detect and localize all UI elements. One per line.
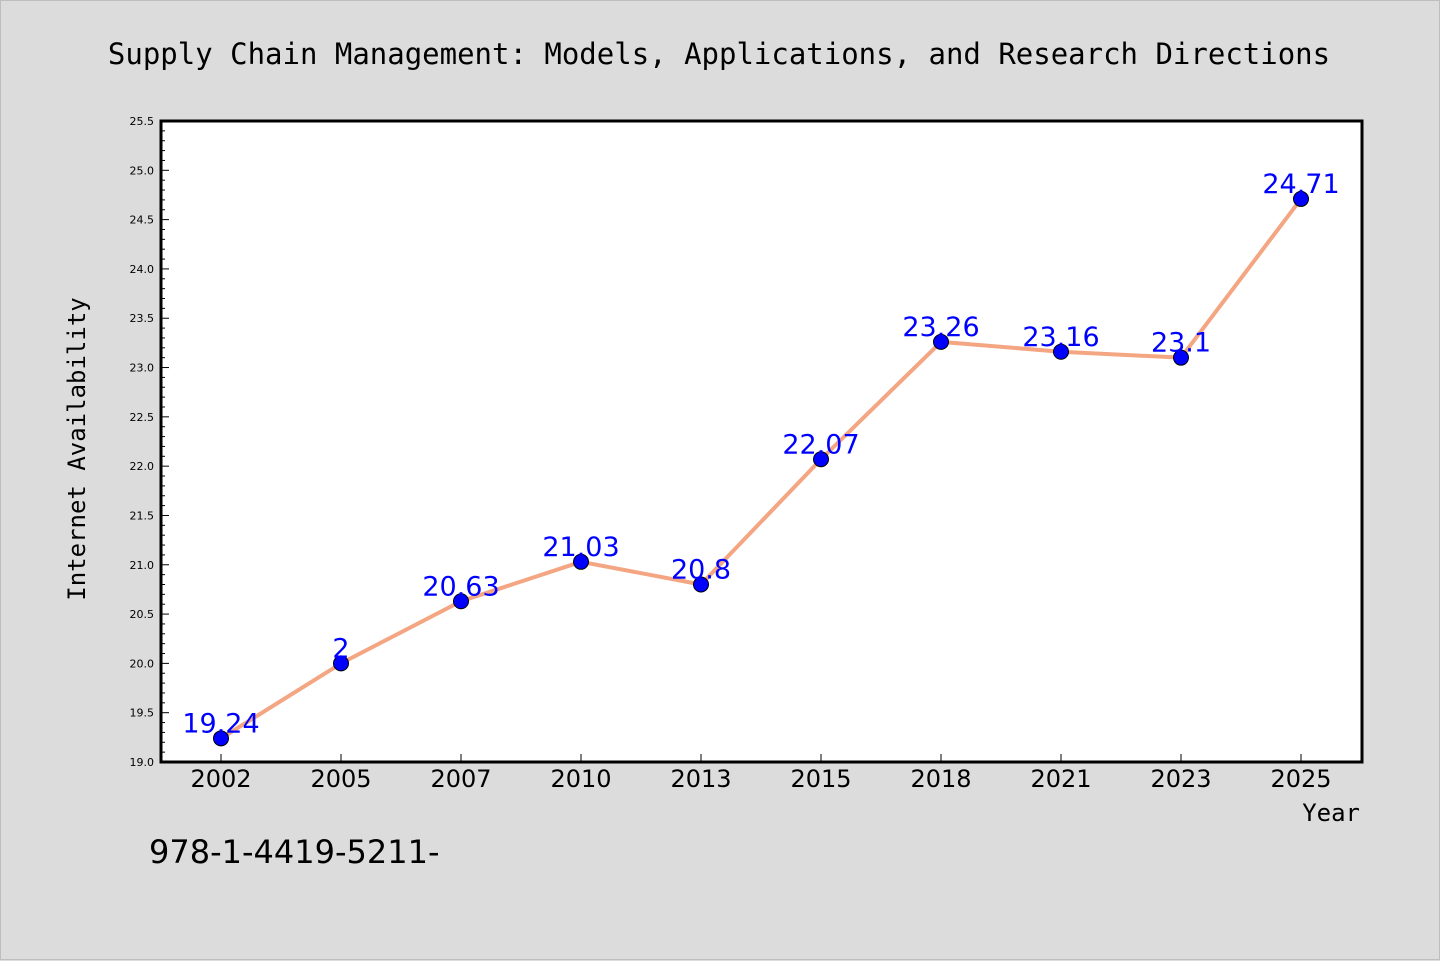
y-axis-title: Internet Availability bbox=[63, 297, 91, 600]
x-tick-label: 2023 bbox=[1150, 765, 1211, 793]
y-tick-label: 20.5 bbox=[130, 608, 155, 621]
series-line-group bbox=[213, 190, 1309, 747]
y-tick-label: 24.5 bbox=[130, 214, 155, 227]
data-label: 23.26 bbox=[902, 312, 979, 343]
data-point bbox=[933, 333, 949, 350]
x-tick-label: 2018 bbox=[910, 765, 971, 793]
y-tick-label: 21.5 bbox=[130, 509, 155, 522]
data-point bbox=[813, 451, 829, 468]
data-point bbox=[213, 730, 229, 747]
data-point bbox=[573, 553, 589, 570]
data-label: 24.71 bbox=[1262, 169, 1339, 200]
x-tick-label: 2010 bbox=[550, 765, 611, 793]
x-tick-label: 2025 bbox=[1270, 765, 1331, 793]
x-tick-label: 2013 bbox=[670, 765, 731, 793]
series-line bbox=[219, 197, 1303, 741]
y-tick-label: 19.5 bbox=[130, 707, 155, 720]
x-axis-title: Year bbox=[1302, 799, 1360, 827]
x-axis: 2002 2005 2007 2010 2013 2015 2018 2021 2023 2025 bbox=[190, 754, 1332, 793]
data-label: 20.8 bbox=[671, 554, 731, 585]
y-tick-label: 19.0 bbox=[130, 756, 155, 769]
isbn-text: 978-1-4419-5211- bbox=[149, 833, 440, 871]
data-point bbox=[693, 576, 709, 593]
data-point bbox=[1173, 349, 1189, 366]
data-label: 23.16 bbox=[1022, 322, 1099, 353]
data-label: 2 bbox=[332, 633, 349, 664]
data-label: 20.63 bbox=[422, 571, 499, 602]
y-axis: 19.0 19.5 20.0 20.5 21.0 21.5 22.0 22.5 23.0 23.5… bbox=[130, 115, 169, 769]
x-tick-label: 2021 bbox=[1030, 765, 1091, 793]
data-label: 23.1 bbox=[1151, 328, 1211, 359]
y-tick-label: 20.0 bbox=[130, 657, 155, 670]
y-tick-label: 22.0 bbox=[130, 460, 155, 473]
x-tick-label: 2015 bbox=[790, 765, 851, 793]
y-tick-label: 23.0 bbox=[130, 362, 155, 375]
data-label: 21.03 bbox=[542, 532, 619, 563]
data-point bbox=[333, 655, 349, 672]
data-point bbox=[1053, 343, 1069, 360]
y-tick-label: 25.0 bbox=[130, 164, 155, 177]
data-label: 22.07 bbox=[782, 429, 859, 460]
data-label: 19.24 bbox=[182, 708, 259, 739]
y-tick-label: 24.0 bbox=[130, 263, 155, 276]
x-tick-label: 2005 bbox=[310, 765, 371, 793]
y-tick-label: 23.5 bbox=[130, 312, 155, 325]
chart-title: Supply Chain Management: Models, Applica… bbox=[108, 37, 1330, 71]
x-tick-label: 2007 bbox=[430, 765, 491, 793]
y-tick-label: 22.5 bbox=[130, 411, 155, 424]
data-point bbox=[1293, 190, 1309, 207]
y-tick-label: 21.0 bbox=[130, 559, 155, 572]
x-tick-label: 2002 bbox=[190, 765, 251, 793]
y-tick-label: 25.5 bbox=[130, 115, 155, 128]
data-point bbox=[453, 593, 469, 610]
data-labels-group: 19.24 2 20.63 21.03 20.8 22.07 23.26 23.16 23.1 2… bbox=[182, 169, 1339, 739]
